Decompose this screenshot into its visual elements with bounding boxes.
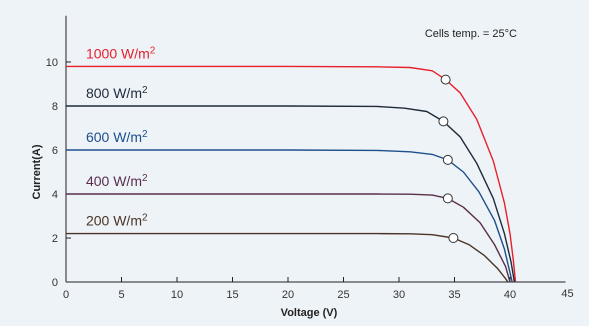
- y-tick-label: 0: [52, 277, 58, 289]
- x-tick-label: 10: [171, 289, 183, 301]
- y-tick-label: 6: [52, 145, 58, 157]
- x-axis-title: Voltage (V): [281, 307, 338, 319]
- series-label: 200 W/m2: [86, 213, 148, 229]
- x-tick-label: 40: [504, 289, 516, 301]
- x-tick-label: 5: [118, 289, 124, 301]
- series-line: [66, 193, 511, 283]
- max-power-point-marker: [438, 116, 449, 127]
- x-tick-label: 30: [393, 289, 405, 301]
- x-tick-label: 15: [226, 289, 238, 301]
- series-label: 600 W/m2: [86, 129, 148, 145]
- x-tick-label: 35: [448, 289, 460, 301]
- y-tick-label: 8: [52, 101, 58, 113]
- series-label: 1000 W/m2: [86, 45, 156, 61]
- max-power-point-marker: [440, 74, 451, 85]
- x-tick-label: 45: [561, 288, 573, 300]
- series-line: [66, 65, 517, 283]
- y-tick-label: 4: [52, 189, 58, 201]
- x-tick-label: 0: [63, 289, 69, 301]
- y-tick-label: 10: [46, 57, 58, 69]
- max-power-point-marker: [448, 233, 459, 243]
- x-tick-label: 20: [282, 289, 294, 301]
- series-labels: 1000 W/m2 800 W/m2 600 W/m2 400 W/m2 200 W/m…: [86, 45, 156, 228]
- max-power-point-marker: [442, 193, 453, 204]
- tick-labels: 0 5 10 15 20 25 30 35 40 45 0 2 4 6 8 10: [46, 57, 574, 301]
- y-tick-label: 2: [52, 233, 58, 245]
- temperature-note: Cells temp. = 25°C: [425, 28, 517, 40]
- y-axis-title: Current(A): [31, 144, 43, 199]
- series-label: 800 W/m2: [86, 85, 148, 101]
- curves: [66, 65, 517, 283]
- series-line: [66, 149, 513, 283]
- max-power-point-marker: [442, 154, 453, 165]
- series-line: [66, 232, 509, 283]
- series-label: 400 W/m2: [86, 173, 148, 189]
- x-tick-label: 25: [337, 289, 349, 301]
